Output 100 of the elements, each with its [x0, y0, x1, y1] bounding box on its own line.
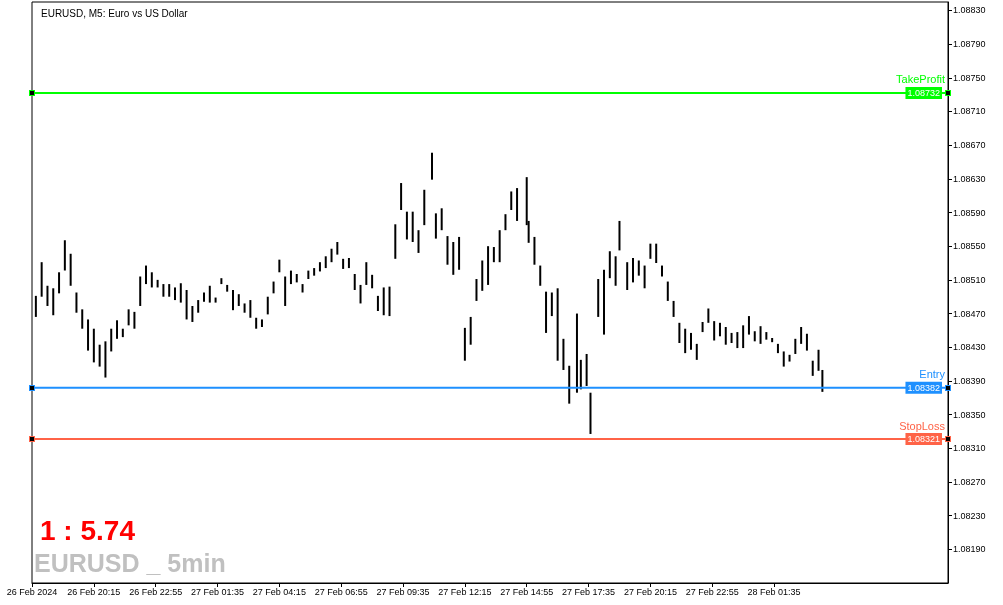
y-tick-label: 1.08390: [953, 375, 986, 386]
x-tick-label: 26 Feb 2024: [6, 586, 58, 597]
bar: [307, 270, 310, 280]
x-tick-label: 27 Feb 01:35: [191, 586, 245, 597]
bar: [782, 351, 785, 367]
y-tick-label: 1.08350: [953, 409, 986, 420]
bar: [394, 224, 397, 259]
bar: [736, 332, 739, 349]
bar: [52, 288, 55, 316]
bar: [46, 285, 49, 306]
bar: [660, 265, 663, 277]
bar: [603, 269, 606, 335]
bar: [133, 311, 136, 329]
bar: [260, 319, 263, 328]
bar: [771, 337, 774, 343]
bar: [156, 279, 159, 288]
bar: [579, 359, 582, 390]
bar: [463, 327, 466, 361]
bar: [168, 284, 171, 297]
bar: [278, 259, 281, 273]
ref-line-label: Entry: [919, 368, 946, 381]
bar: [626, 262, 629, 290]
annotation: 1.08732: [907, 87, 940, 98]
bar: [632, 257, 634, 283]
bar: [150, 272, 153, 288]
bar: [405, 211, 408, 240]
bar: [116, 320, 119, 339]
bar: [87, 319, 90, 351]
bar: [324, 256, 327, 269]
bar: [371, 274, 374, 289]
bar: [516, 188, 519, 221]
x-tick-label: 28 Feb 01:35: [747, 586, 801, 597]
bar: [75, 292, 78, 313]
x-tick-label: 26 Feb 22:55: [129, 586, 183, 597]
bar: [550, 292, 553, 317]
bar: [376, 295, 379, 312]
bar: [92, 328, 95, 363]
bar: [533, 236, 536, 265]
bar: [618, 220, 621, 251]
bar: [672, 300, 675, 317]
bar: [689, 332, 692, 350]
y-tick-label: 1.08190: [953, 544, 986, 555]
bar: [718, 322, 721, 337]
bar: [174, 287, 176, 301]
bar: [545, 291, 548, 333]
bar: [81, 309, 84, 329]
bar: [69, 253, 72, 286]
bar: [417, 230, 420, 253]
bar: [776, 343, 779, 354]
x-tick-label: 27 Feb 14:55: [500, 586, 554, 597]
bar: [730, 332, 733, 344]
bar: [589, 392, 592, 434]
bar: [179, 283, 182, 303]
text: EURUSD, M5: Euro vs US Dollar: [41, 7, 189, 19]
bar: [121, 328, 124, 338]
bar: [226, 284, 229, 292]
bar: [208, 285, 211, 303]
bar: [255, 317, 258, 329]
bar: [423, 189, 426, 226]
bar: [365, 262, 368, 285]
bar: [568, 365, 571, 404]
x-tick-label: 27 Feb 06:55: [314, 586, 368, 597]
bar: [446, 236, 449, 265]
x-tick-label: 27 Feb 20:15: [623, 586, 677, 597]
bar: [458, 236, 461, 270]
bar: [202, 292, 205, 302]
bar: [185, 289, 188, 320]
y-tick-label: 1.08750: [953, 72, 986, 83]
bar: [197, 300, 200, 313]
y-tick-label: 1.08550: [953, 241, 986, 252]
y-tick-label: 1.08430: [953, 342, 986, 353]
bar: [794, 338, 797, 354]
bar: [539, 265, 542, 286]
bar: [492, 247, 495, 263]
bar: [637, 260, 640, 276]
bar: [800, 327, 803, 344]
bar: [666, 281, 669, 301]
bar: [388, 286, 391, 317]
x-tick-label: 27 Feb 09:35: [376, 586, 430, 597]
bar: [649, 243, 652, 259]
bar: [98, 344, 101, 367]
bar: [713, 321, 716, 341]
bar: [266, 296, 269, 315]
bar: [301, 284, 304, 293]
x-tick-label: 26 Feb 20:15: [67, 586, 121, 597]
bar: [313, 268, 316, 276]
bar: [58, 272, 61, 294]
bar: [214, 297, 217, 303]
bar: [585, 353, 588, 386]
bar: [707, 308, 710, 323]
bar: [701, 321, 704, 333]
bar: [759, 326, 762, 344]
bar: [753, 331, 756, 342]
y-tick-label: 1.08670: [953, 140, 986, 151]
bar: [249, 300, 252, 318]
bar: [556, 288, 559, 361]
annotation: 1.08321: [907, 434, 940, 445]
bar: [289, 270, 292, 285]
bar: [353, 273, 356, 290]
bar: [805, 333, 808, 351]
